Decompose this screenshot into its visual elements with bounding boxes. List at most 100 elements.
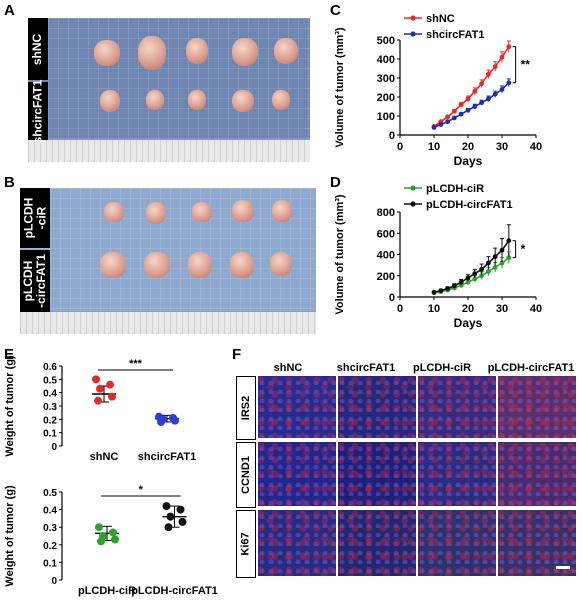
y-tick-label: 0.4 [43, 506, 57, 517]
if-image [338, 510, 416, 576]
data-point [492, 64, 498, 69]
label-plcdh-circfat1: pLCDH -circFAT1 [20, 250, 50, 312]
data-point [486, 71, 491, 77]
data-point [97, 537, 105, 546]
data-point [499, 247, 505, 253]
data-point [506, 44, 512, 50]
data-point [452, 115, 457, 121]
data-point [438, 288, 444, 294]
data-point [171, 416, 179, 425]
y-tick-label: 800 [377, 207, 395, 219]
y-tick-label: 0.5 [43, 375, 57, 386]
data-point [176, 505, 185, 514]
data-point [499, 54, 505, 60]
legend-marker [410, 15, 416, 21]
column-header: shNC [273, 362, 303, 374]
tumor [100, 252, 126, 278]
data-point [166, 512, 175, 521]
data-point [465, 279, 471, 285]
label-text: pLCDH -ciR [21, 197, 49, 239]
data-point [458, 279, 464, 285]
x-tick-label: 30 [496, 141, 508, 153]
y-tick-label: 0.5 [43, 488, 57, 499]
if-image [498, 510, 576, 576]
data-point [95, 523, 103, 532]
if-image [338, 442, 416, 506]
tumor [146, 202, 166, 224]
x-tick-label: 20 [462, 303, 474, 315]
legend-label: shcircFAT1 [426, 29, 485, 41]
chart-e1: 0 0.1 0.2 0.3 0.4 0.5 0.6 Weight of tumor (g) sh… [4, 356, 196, 463]
row-label-text: IRS2 [240, 395, 252, 421]
chart-c: 0 100 200 300 400 500 0 10 20 30 40 Days Volume of t… [334, 13, 542, 168]
label-text: shcircFAT1 [30, 79, 45, 143]
legend-marker [410, 31, 416, 37]
data-point [506, 255, 512, 261]
tumor [100, 90, 120, 112]
data-point [164, 523, 173, 532]
x-axis-label: Days [454, 316, 483, 330]
label-text: pLCDH -circFAT1 [21, 254, 49, 308]
chart-e2: 0 0.1 0.2 0.3 0.4 0.5 Weight of tumor (g) pLCDH… [4, 484, 218, 597]
row-label-irs2: IRS2 [236, 376, 256, 440]
y-tick-label: 600 [377, 228, 395, 240]
tumor [186, 38, 208, 64]
row-label-text: Ki67 [240, 532, 252, 556]
data-point [109, 528, 117, 537]
legend-label: shNC [426, 13, 455, 25]
data-point [492, 91, 498, 97]
tumor [232, 200, 254, 222]
x-tick-label: 40 [530, 141, 542, 153]
data-point [178, 517, 187, 526]
label-plcdh-cir: pLCDH -ciR [20, 188, 50, 248]
column-header: pLCDH-circFAT1 [487, 362, 575, 374]
data-point [506, 80, 512, 86]
data-point [445, 286, 450, 291]
label-shcircfat1: shcircFAT1 [28, 79, 48, 143]
panel-e-letter: E [4, 346, 15, 363]
y-tick-label: 0.3 [43, 402, 57, 413]
panel-b-letter: B [4, 174, 15, 191]
data-point [479, 100, 484, 106]
x-tick-label: 0 [397, 141, 403, 153]
significance-label: ** [521, 58, 531, 72]
series-line [433, 82, 510, 129]
tumor [94, 40, 120, 66]
tumor [192, 202, 212, 222]
x-tick-label: 40 [530, 303, 542, 315]
panel-d-letter: D [330, 174, 341, 191]
tumor [188, 252, 212, 278]
tumor [272, 90, 290, 110]
y-axis-label: Weight of tumor (g) [4, 485, 16, 587]
x-tick-label: 0 [397, 303, 403, 315]
x-category-label: shNC [90, 451, 119, 463]
y-tick-label: 0 [389, 292, 395, 304]
y-tick-label: 0.4 [43, 389, 57, 400]
tumor [104, 202, 124, 222]
tumor [274, 38, 298, 64]
data-point [162, 502, 171, 511]
x-category-label: pLCDH-circFAT1 [131, 585, 218, 597]
significance-label: * [521, 242, 526, 256]
y-axis-label: Weight of tumor (g) [4, 356, 16, 457]
legend-label: pLCDH-ciR [426, 183, 484, 195]
if-image [258, 510, 336, 576]
scale-bar [556, 566, 570, 569]
y-axis-label: Volume of tumor (mm³) [334, 194, 346, 315]
if-image [498, 376, 576, 438]
if-image [258, 442, 336, 506]
data-point [108, 392, 116, 401]
y-tick-label: 0.3 [43, 523, 57, 534]
tumor [270, 252, 292, 276]
if-image [258, 376, 336, 438]
series-line [433, 46, 510, 128]
tumor [144, 252, 170, 278]
data-point [431, 125, 437, 130]
y-tick-label: 0 [51, 442, 57, 453]
column-header: pLCDH-ciR [412, 362, 472, 374]
significance-label: *** [129, 358, 143, 370]
y-tick-label: 400 [377, 250, 395, 262]
data-point [94, 396, 102, 405]
data-point [499, 87, 505, 92]
data-point [458, 102, 464, 107]
